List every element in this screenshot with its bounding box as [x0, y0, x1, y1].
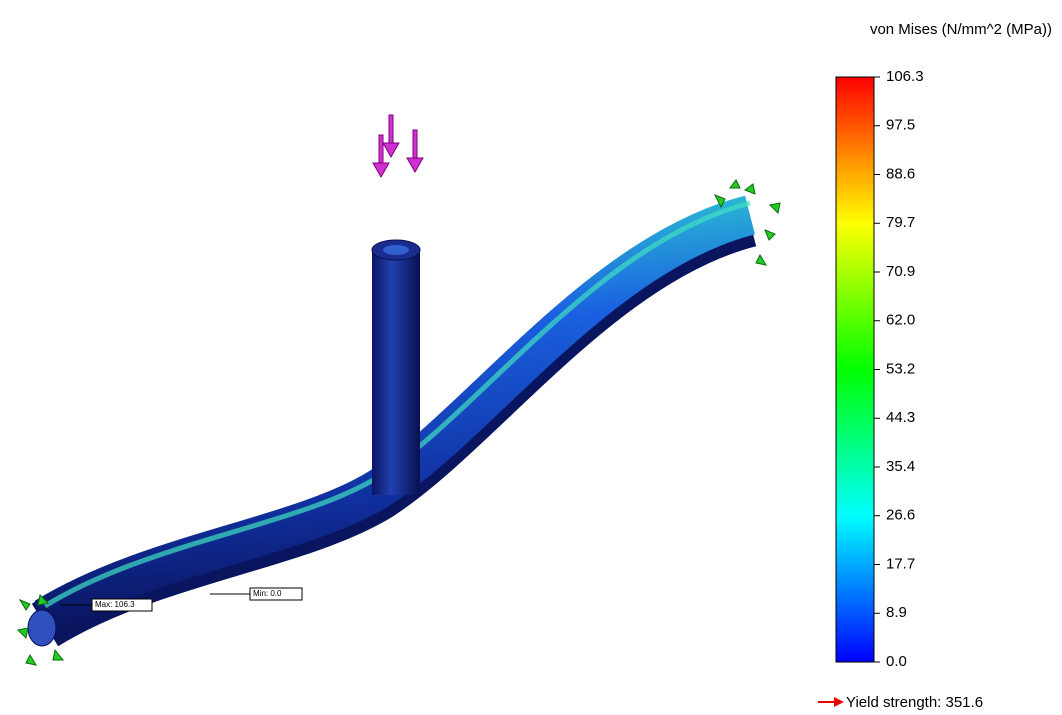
model — [16, 114, 781, 666]
tick-label: 106.3 — [886, 68, 924, 85]
yield-arrowhead — [834, 697, 844, 707]
fixtures — [16, 179, 781, 666]
pipe-end — [27, 609, 57, 647]
vertical-pipe — [372, 250, 420, 495]
tick-label: 17.7 — [886, 555, 915, 572]
tick-label: 70.9 — [886, 263, 915, 280]
tick-label: 88.6 — [886, 165, 915, 182]
probe-labels: Max: 106.3 Min: 0.0 — [60, 587, 303, 612]
yield-strength: Yield strength: 351.6 — [846, 694, 983, 711]
legend-title: von Mises (N/mm^2 (MPa)) — [870, 21, 1052, 38]
min-label: Min: 0.0 — [253, 589, 282, 598]
tick-label: 53.2 — [886, 360, 915, 377]
max-label: Max: 106.3 — [95, 600, 135, 609]
load-arrows — [372, 114, 424, 179]
legend: von Mises (N/mm^2 (MPa)) Yield strength:… — [818, 21, 1052, 711]
max-box — [91, 598, 153, 612]
tick-label: 79.7 — [886, 214, 915, 231]
tick-label: 97.5 — [886, 117, 915, 134]
color-bar — [835, 76, 875, 663]
tick-label: 44.3 — [886, 409, 915, 426]
pipe-bore — [383, 245, 409, 255]
tick-label: 26.6 — [886, 507, 915, 524]
tick-label: 35.4 — [886, 458, 915, 475]
tick-label: 8.9 — [886, 604, 907, 621]
min-box — [249, 587, 303, 601]
tick-label: 0.0 — [886, 653, 907, 670]
tick-label: 62.0 — [886, 312, 915, 329]
